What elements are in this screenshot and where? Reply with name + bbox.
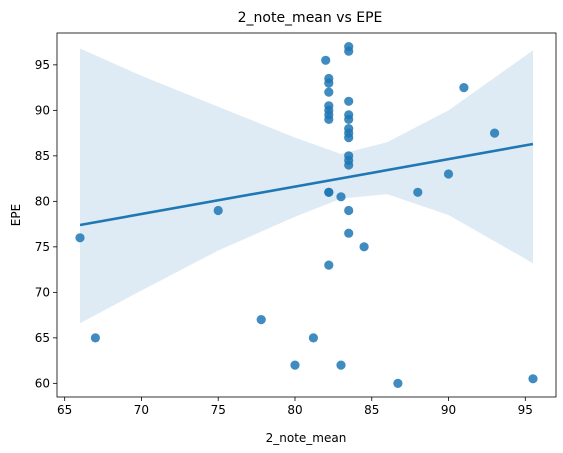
y-tick-label: 80 bbox=[35, 194, 50, 208]
y-tick-label: 65 bbox=[35, 331, 50, 345]
data-point bbox=[324, 260, 334, 270]
data-point bbox=[359, 242, 369, 252]
x-axis-ticks: 65 70 75 80 85 90 95 bbox=[57, 397, 533, 417]
x-tick-label: 90 bbox=[441, 403, 456, 417]
data-point bbox=[324, 187, 334, 197]
data-point bbox=[490, 128, 500, 138]
data-point bbox=[413, 187, 423, 197]
chart-title: 2_note_mean vs EPE bbox=[238, 10, 383, 26]
data-point bbox=[344, 205, 354, 216]
regression-line-layer bbox=[79, 142, 534, 227]
data-point bbox=[336, 192, 346, 202]
y-axis-ticks: 60 65 70 75 80 85 90 95 bbox=[35, 58, 57, 390]
x-tick-label: 95 bbox=[518, 403, 533, 417]
confidence-band bbox=[80, 48, 533, 324]
data-point bbox=[344, 46, 354, 56]
x-axis-label: 2_note_mean bbox=[266, 431, 347, 445]
data-point bbox=[344, 96, 354, 106]
x-tick-label: 80 bbox=[287, 403, 302, 417]
data-point bbox=[256, 315, 266, 325]
y-tick-label: 60 bbox=[35, 376, 50, 390]
x-tick-label: 65 bbox=[57, 403, 72, 417]
data-point bbox=[324, 87, 334, 97]
data-point bbox=[324, 114, 334, 124]
data-point bbox=[443, 169, 454, 179]
y-tick-label: 70 bbox=[35, 285, 50, 299]
y-tick-label: 75 bbox=[35, 240, 50, 254]
data-point bbox=[324, 78, 334, 88]
x-tick-label: 85 bbox=[364, 403, 379, 417]
y-axis-label: EPE bbox=[9, 204, 23, 226]
data-point bbox=[393, 378, 403, 388]
data-point bbox=[213, 205, 223, 216]
data-point bbox=[344, 160, 354, 170]
x-tick-label: 70 bbox=[134, 403, 149, 417]
data-point bbox=[344, 228, 354, 238]
x-tick-label: 75 bbox=[211, 403, 226, 417]
data-point bbox=[336, 360, 346, 370]
regression-line bbox=[79, 142, 534, 227]
data-point bbox=[528, 374, 538, 384]
data-point bbox=[321, 55, 331, 65]
y-tick-label: 95 bbox=[35, 58, 50, 72]
confidence-band-layer bbox=[80, 48, 533, 324]
data-point bbox=[344, 114, 354, 124]
data-point bbox=[75, 233, 85, 243]
data-point bbox=[344, 133, 354, 143]
data-point bbox=[308, 333, 318, 343]
y-tick-label: 90 bbox=[35, 103, 50, 117]
points-layer bbox=[75, 42, 538, 388]
data-point bbox=[290, 360, 300, 370]
data-point bbox=[90, 333, 100, 343]
data-point bbox=[459, 83, 469, 93]
plot-frame bbox=[56, 32, 557, 398]
y-tick-label: 85 bbox=[35, 149, 50, 163]
